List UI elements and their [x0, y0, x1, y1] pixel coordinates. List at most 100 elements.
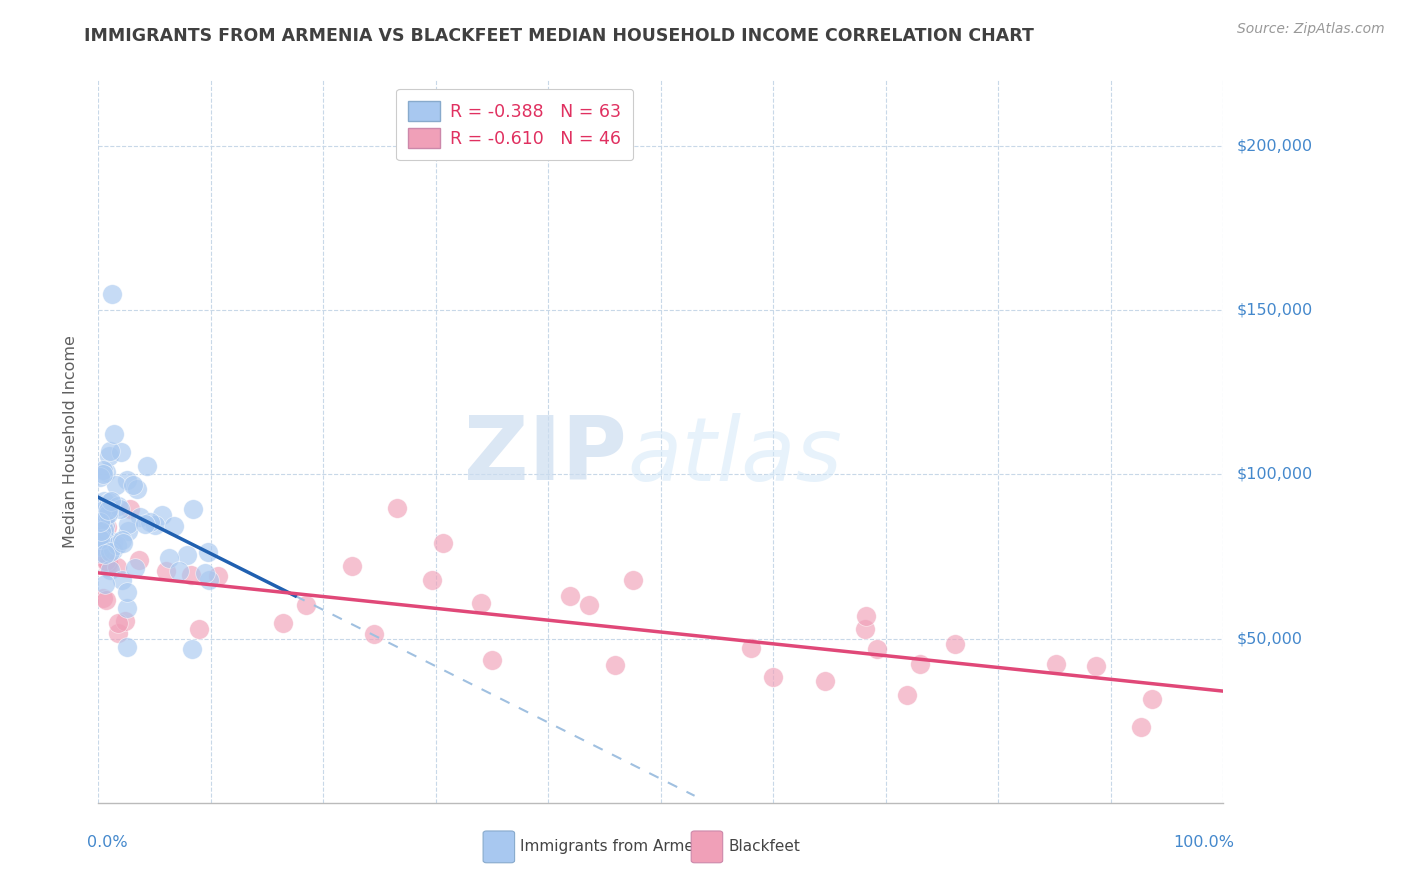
Point: [111, 573, 134, 587]
Point: [127, 482, 149, 496]
Text: ZIP: ZIP: [464, 412, 627, 500]
Point: [93, 523, 115, 537]
Point: [167, 564, 190, 578]
Point: [385, 500, 408, 515]
Point: [363, 627, 385, 641]
Text: $150,000: $150,000: [1237, 302, 1313, 318]
Point: [117, 516, 139, 531]
Point: [197, 573, 219, 587]
Point: [98, 563, 121, 577]
Point: [112, 536, 135, 550]
Point: [762, 670, 785, 684]
Point: [90, 538, 112, 552]
Point: [110, 445, 132, 459]
Point: [1140, 692, 1163, 706]
Point: [107, 615, 129, 630]
Point: [93, 494, 115, 508]
Point: [866, 642, 889, 657]
Point: [101, 543, 124, 558]
Point: [176, 548, 198, 562]
Point: [94, 518, 117, 533]
Point: [91, 467, 114, 481]
Point: [96, 592, 118, 607]
Point: [294, 598, 316, 612]
Point: [578, 598, 600, 612]
Text: $100,000: $100,000: [1237, 467, 1313, 482]
Point: [896, 688, 918, 702]
Text: Blackfeet: Blackfeet: [728, 839, 800, 855]
Point: [271, 615, 294, 630]
Text: 100.0%: 100.0%: [1174, 835, 1234, 850]
Point: [180, 568, 202, 582]
Point: [89, 546, 111, 560]
Point: [163, 518, 186, 533]
Point: [908, 657, 931, 671]
Point: [121, 478, 143, 492]
Point: [157, 550, 180, 565]
Point: [481, 652, 503, 666]
Point: [105, 477, 128, 491]
Point: [103, 427, 125, 442]
Point: [93, 527, 115, 541]
Point: [89, 539, 111, 553]
FancyBboxPatch shape: [484, 831, 515, 863]
Point: [621, 573, 644, 587]
Point: [93, 532, 115, 546]
Point: [181, 641, 204, 656]
FancyBboxPatch shape: [692, 831, 723, 863]
Point: [89, 469, 111, 483]
Point: [110, 533, 132, 547]
Point: [89, 532, 111, 546]
Point: [853, 623, 876, 637]
Point: [97, 556, 120, 570]
Point: [90, 503, 112, 517]
Point: [107, 499, 129, 513]
Point: [155, 564, 177, 578]
Point: [105, 538, 128, 552]
Legend: R = -0.388   N = 63, R = -0.610   N = 46: R = -0.388 N = 63, R = -0.610 N = 46: [396, 89, 633, 161]
Point: [98, 544, 121, 558]
Point: [90, 532, 112, 546]
Point: [560, 589, 582, 603]
Point: [94, 466, 117, 480]
Point: [91, 463, 114, 477]
Point: [98, 444, 121, 458]
Point: [150, 508, 173, 523]
Point: [98, 495, 121, 509]
Point: [91, 591, 114, 605]
Point: [115, 601, 138, 615]
Point: [94, 547, 117, 561]
Point: [114, 614, 136, 628]
Point: [94, 554, 117, 568]
Point: [124, 561, 146, 575]
Point: [814, 673, 837, 688]
Point: [855, 609, 877, 624]
Point: [96, 519, 118, 533]
Point: [107, 626, 129, 640]
Text: 0.0%: 0.0%: [87, 835, 128, 850]
Point: [128, 510, 150, 524]
Point: [342, 559, 364, 574]
Point: [432, 535, 454, 549]
Point: [97, 503, 120, 517]
Point: [603, 658, 626, 673]
Point: [197, 544, 219, 558]
Point: [101, 286, 124, 301]
Point: [89, 515, 111, 529]
Text: atlas: atlas: [627, 413, 842, 499]
Point: [470, 596, 492, 610]
Point: [135, 458, 157, 473]
Point: [117, 473, 139, 487]
Point: [134, 516, 156, 531]
Point: [100, 494, 122, 508]
Point: [181, 502, 204, 516]
Point: [1045, 657, 1067, 672]
Point: [943, 637, 966, 651]
Point: [117, 524, 139, 538]
Point: [118, 502, 141, 516]
Point: [194, 566, 217, 581]
Point: [90, 547, 112, 561]
Y-axis label: Median Household Income: Median Household Income: [63, 335, 77, 548]
Point: [115, 585, 138, 599]
Text: $50,000: $50,000: [1237, 632, 1303, 646]
